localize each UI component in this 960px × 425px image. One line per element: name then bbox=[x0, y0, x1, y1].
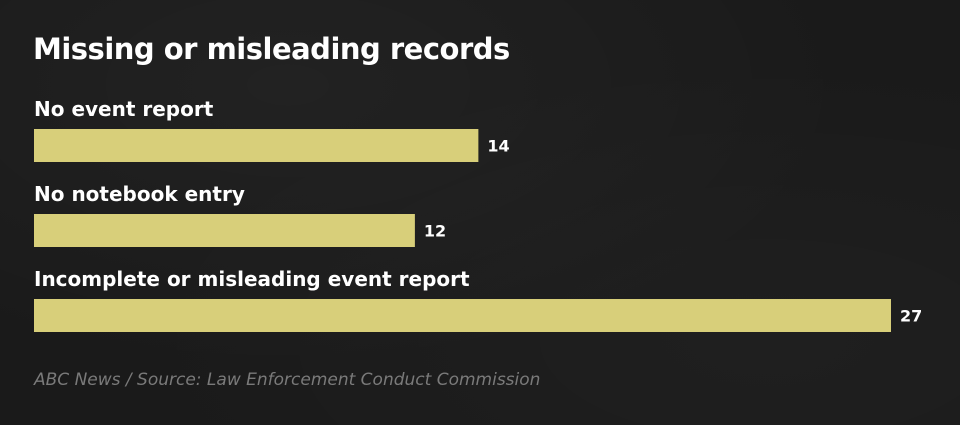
chart-title: Missing or misleading records bbox=[33, 32, 510, 66]
bar bbox=[34, 214, 415, 247]
bar bbox=[34, 299, 891, 332]
category-label: No notebook entry bbox=[34, 182, 245, 206]
category-label: No event report bbox=[34, 97, 214, 121]
bar-value-label: 14 bbox=[487, 137, 509, 156]
source-credit: ABC News / Source: Law Enforcement Condu… bbox=[34, 370, 541, 390]
category-label: Incomplete or misleading event report bbox=[34, 267, 470, 291]
bar bbox=[34, 129, 479, 162]
bar-value-label: 27 bbox=[900, 307, 922, 326]
bar-value-label: 12 bbox=[424, 222, 446, 241]
